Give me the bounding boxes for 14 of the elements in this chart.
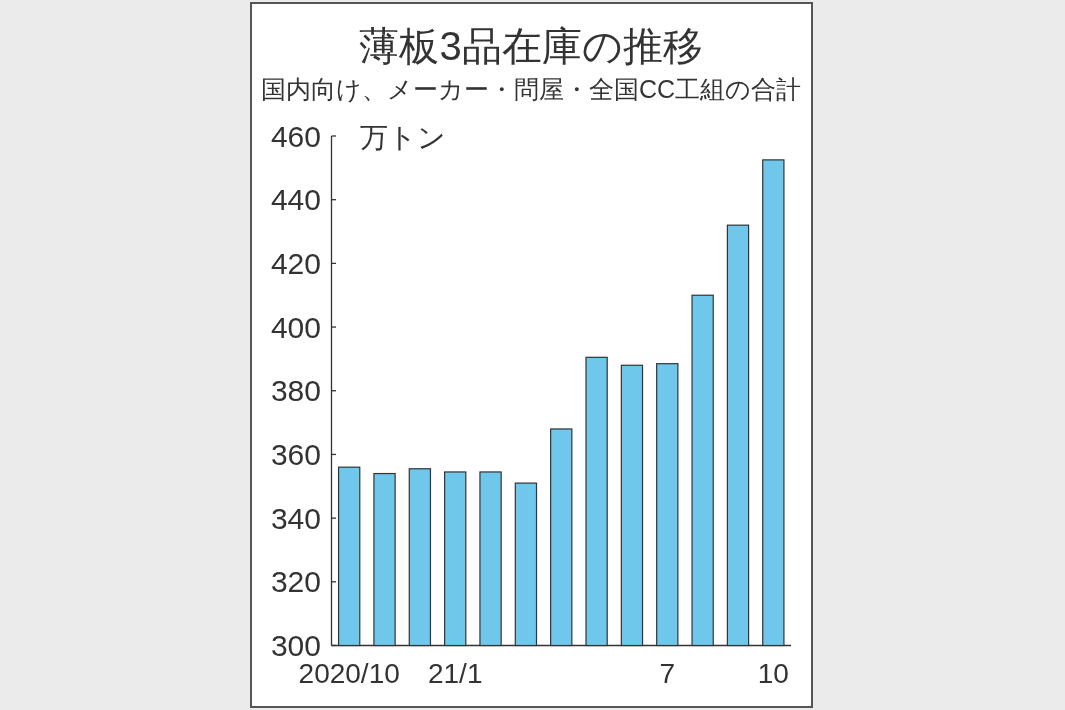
y-tick-label: 440 — [270, 183, 321, 217]
y-tick-label: 360 — [270, 437, 321, 471]
y-tick-label: 460 — [270, 119, 321, 153]
x-tick-label: 21/1 — [427, 658, 483, 689]
x-tick-label: 10 — [757, 658, 789, 689]
x-tick-label: 7 — [659, 658, 676, 689]
chart-title: 薄板3品在庫の推移 — [359, 24, 703, 68]
y-axis-title: 万トン — [360, 122, 446, 153]
y-tick-label: 400 — [270, 310, 321, 344]
y-tick-label: 320 — [270, 565, 321, 599]
y-tick-label: 420 — [270, 246, 321, 280]
chart-subtitle: 国内向け、メーカー・問屋・全国CC工組の合計 — [260, 75, 802, 103]
y-tick-label: 380 — [270, 374, 321, 408]
y-tick-label: 340 — [270, 501, 321, 535]
